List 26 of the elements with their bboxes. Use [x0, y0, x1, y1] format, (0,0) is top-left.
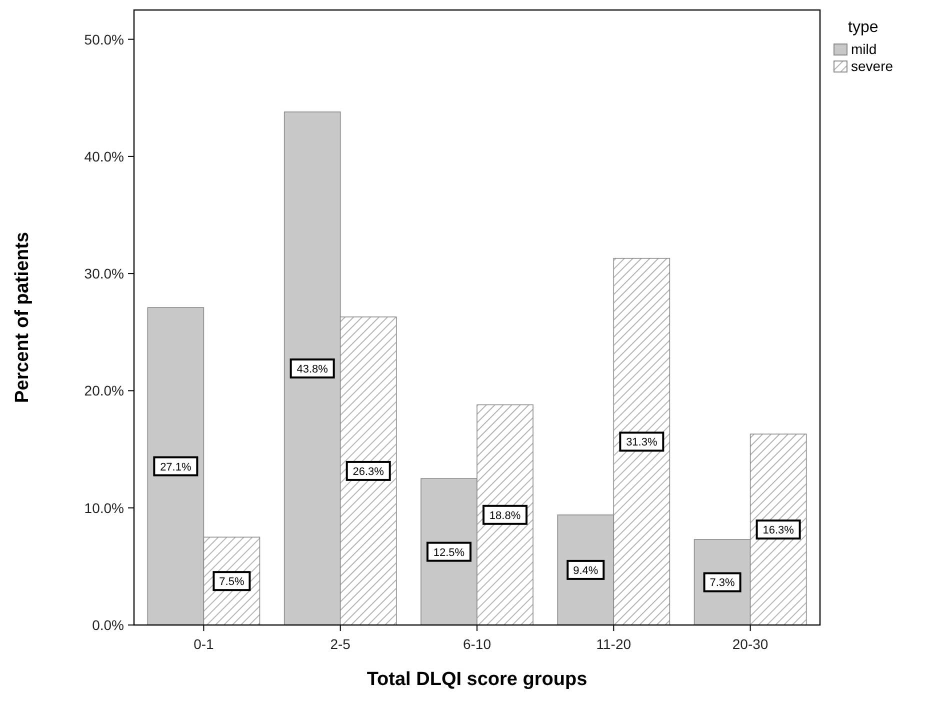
y-tick-label: 30.0%: [84, 266, 124, 282]
data-label: 9.4%: [573, 564, 598, 577]
x-tick-label: 2-5: [330, 636, 351, 652]
data-label: 12.5%: [433, 546, 465, 559]
data-label: 26.3%: [352, 466, 384, 478]
data-label: 18.8%: [489, 510, 521, 522]
data-label: 43.8%: [296, 363, 328, 376]
y-tick-label: 20.0%: [84, 382, 124, 399]
data-label: 27.1%: [160, 461, 192, 474]
x-axis-title: Total DLQI score groups: [366, 669, 588, 690]
data-label: 16.3%: [762, 524, 794, 537]
data-label: 7.3%: [710, 577, 736, 590]
y-tick-label: 50.0%: [84, 31, 124, 48]
x-tick-label: 11-20: [596, 636, 632, 652]
data-label: 31.3%: [626, 436, 658, 449]
x-tick-label: 20-30: [732, 636, 768, 652]
data-label: 7.5%: [219, 576, 244, 588]
y-tick-label: 0.0%: [92, 617, 124, 633]
x-tick-label: 6-10: [462, 636, 492, 652]
y-tick-label: 40.0%: [84, 148, 124, 164]
x-tick-label: 0-1: [194, 636, 214, 652]
legend-label: mild: [851, 41, 877, 57]
legend-title: type: [848, 19, 878, 36]
y-tick-label: 10.0%: [84, 500, 124, 516]
legend-label: severe: [851, 58, 894, 74]
y-axis-title: Percent of patients: [12, 232, 33, 404]
